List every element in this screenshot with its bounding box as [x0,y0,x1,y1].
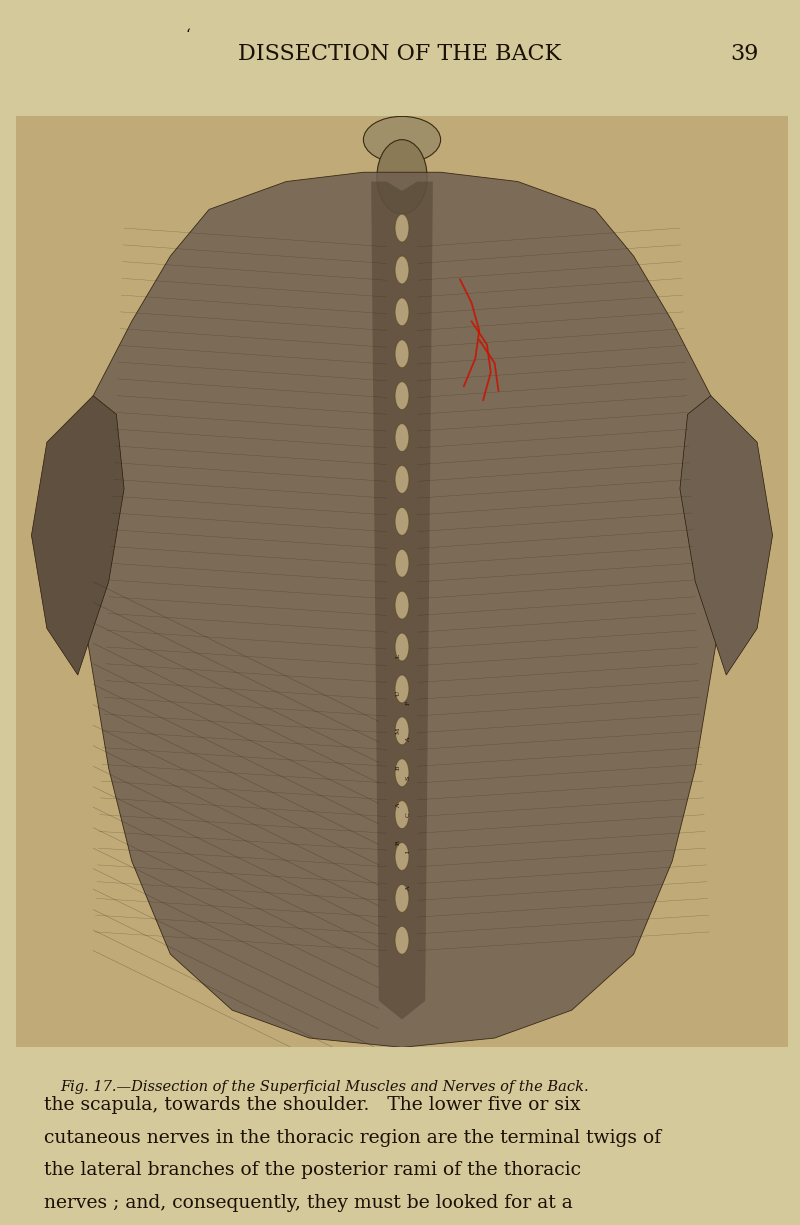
Text: the lateral branches of the posterior rami of the thoracic: the lateral branches of the posterior ra… [44,1161,581,1180]
Text: Ascending br. of transverse cervical artery: Ascending br. of transverse cervical art… [456,456,710,469]
Text: A: A [406,887,410,892]
Text: omboideus
major: omboideus major [38,582,102,610]
Text: Triangular
space: Triangular space [38,608,101,636]
Text: M: M [396,728,401,734]
Text: ‘: ‘ [186,28,190,42]
Ellipse shape [395,675,409,703]
Text: Trigonum lumbale (Petiti): Trigonum lumbale (Petiti) [475,752,629,766]
Text: Deltoid: Deltoid [43,514,86,528]
Text: A: A [406,737,410,742]
Ellipse shape [395,214,409,243]
Text: 39: 39 [730,43,758,65]
Text: Third occipital nerve: Third occipital nerve [43,409,167,423]
Text: F: F [406,701,410,706]
Text: nerves ; and, consequently, they must be looked for at a: nerves ; and, consequently, they must be… [44,1193,573,1212]
Ellipse shape [395,717,409,745]
Ellipse shape [395,382,409,409]
Polygon shape [31,396,124,675]
Text: B: B [396,766,401,771]
Text: Splenius capitis: Splenius capitis [448,409,542,423]
Text: Cervical nerves to trapezius: Cervical nerves to trapezius [448,425,616,437]
Ellipse shape [395,884,409,913]
Ellipse shape [395,843,409,871]
Text: Greater occipital nerve: Greater occipital nerve [43,393,182,407]
Text: S: S [406,775,410,779]
Ellipse shape [377,140,427,214]
Text: DISSECTION OF THE BACK: DISSECTION OF THE BACK [238,43,562,65]
Ellipse shape [395,298,409,326]
Text: R: R [396,840,401,845]
Text: Infra-
spinatus: Infra- spinatus [43,530,93,559]
Ellipse shape [363,116,441,163]
Text: which comes from the second thoracic nerve is the largest of: which comes from the second thoracic ner… [44,163,622,181]
Text: Rhomboideus minor: Rhomboideus minor [506,522,626,534]
Text: A: A [396,804,401,807]
Text: U: U [396,691,401,696]
Text: I: I [406,850,410,853]
Text: External divisions of
posterior rami of
lumbar nerves: External divisions of posterior rami of … [38,730,159,773]
Ellipse shape [395,507,409,535]
Ellipse shape [395,758,409,786]
Text: the series ; and it may be traced laterally, across the spine of: the series ; and it may be traced latera… [44,197,622,216]
Text: Sterno-mastoid: Sterno-mastoid [43,425,134,437]
Text: Fig. 17.—Dissection of the Superficial Muscles and Nerves of the Back.: Fig. 17.—Dissection of the Superficial M… [60,1080,589,1094]
Ellipse shape [395,633,409,662]
Text: Teres major: Teres major [534,595,604,609]
Ellipse shape [395,801,409,828]
Text: Descending br. of trs.
cervical artery and dorsalis
scapulæ nerve: Descending br. of trs. cervical artery a… [490,474,654,517]
Text: Latissimus dorsi: Latissimus dorsi [43,696,140,709]
Text: Latissimus dorsi: Latissimus dorsi [475,706,573,719]
Text: Accessory nerve: Accessory nerve [464,440,562,453]
Text: cutaneous nerves in the thoracic region are the terminal twigs of: cutaneous nerves in the thoracic region … [44,1129,661,1147]
Text: the scapula, towards the shoulder.   The lower five or six: the scapula, towards the shoulder. The l… [44,1096,581,1115]
Ellipse shape [395,592,409,619]
Text: Semispinalis capitis (O.T. complexus): Semispinalis capitis (O.T. complexus) [448,393,670,407]
Polygon shape [371,181,433,1019]
Text: Glutæus medius: Glutæus medius [475,788,572,801]
Text: Trapezius
(reflected): Trapezius (reflected) [534,533,596,561]
Ellipse shape [395,339,409,368]
Text: Serratus posterior inferior: Serratus posterior inferior [475,685,634,698]
Text: Lesser occipital nerve: Lesser occipital nerve [43,440,174,453]
Polygon shape [62,173,742,1047]
Ellipse shape [395,926,409,954]
Text: Glutæus maximus: Glutæus maximus [475,808,582,821]
Ellipse shape [395,424,409,452]
Text: Serratus anterior: Serratus anterior [534,617,637,631]
Text: L: L [396,654,401,658]
Text: teres major: teres major [38,568,106,581]
Text: External oblique muscle: External oblique muscle [475,729,620,742]
Text: Rhomboideus
major: Rhomboideus major [534,559,614,587]
Ellipse shape [395,466,409,494]
Text: Levator scapulæ: Levator scapulæ [490,472,590,484]
FancyBboxPatch shape [16,116,788,1047]
Polygon shape [680,396,773,675]
Ellipse shape [395,549,409,577]
Ellipse shape [395,256,409,284]
Text: Trapezius: Trapezius [76,472,134,484]
Text: lateral to the line of emergence of the others.   The branch: lateral to the line of emergence of the … [44,129,601,147]
Text: C: C [406,812,410,817]
